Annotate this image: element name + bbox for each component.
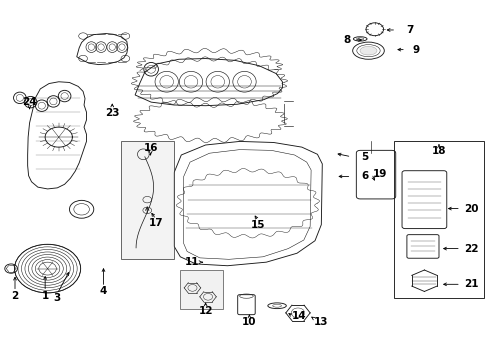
Ellipse shape	[359, 46, 376, 55]
Bar	[120, 141, 174, 258]
Text: 16: 16	[143, 143, 158, 153]
Text: 13: 13	[313, 317, 328, 327]
Text: 1: 1	[41, 291, 49, 301]
Text: 2: 2	[11, 291, 19, 301]
Text: 21: 21	[464, 279, 478, 289]
Text: 6: 6	[361, 171, 368, 181]
Text: 11: 11	[185, 257, 199, 267]
Bar	[393, 141, 483, 298]
Text: 12: 12	[198, 306, 212, 316]
Text: 24: 24	[22, 97, 37, 107]
Text: 3: 3	[54, 293, 61, 303]
Text: 9: 9	[411, 45, 418, 55]
Text: 5: 5	[361, 152, 368, 162]
Text: 19: 19	[372, 168, 386, 179]
Text: 20: 20	[464, 203, 478, 213]
Text: 14: 14	[291, 311, 306, 321]
Text: 17: 17	[148, 218, 163, 228]
Bar	[180, 270, 223, 309]
Text: 18: 18	[431, 147, 446, 157]
Text: 10: 10	[242, 317, 256, 327]
Text: 15: 15	[250, 220, 265, 230]
Text: 7: 7	[406, 25, 413, 35]
Text: 23: 23	[105, 108, 119, 118]
Text: 22: 22	[464, 244, 478, 253]
Text: 4: 4	[100, 286, 107, 296]
Text: 8: 8	[342, 35, 349, 45]
